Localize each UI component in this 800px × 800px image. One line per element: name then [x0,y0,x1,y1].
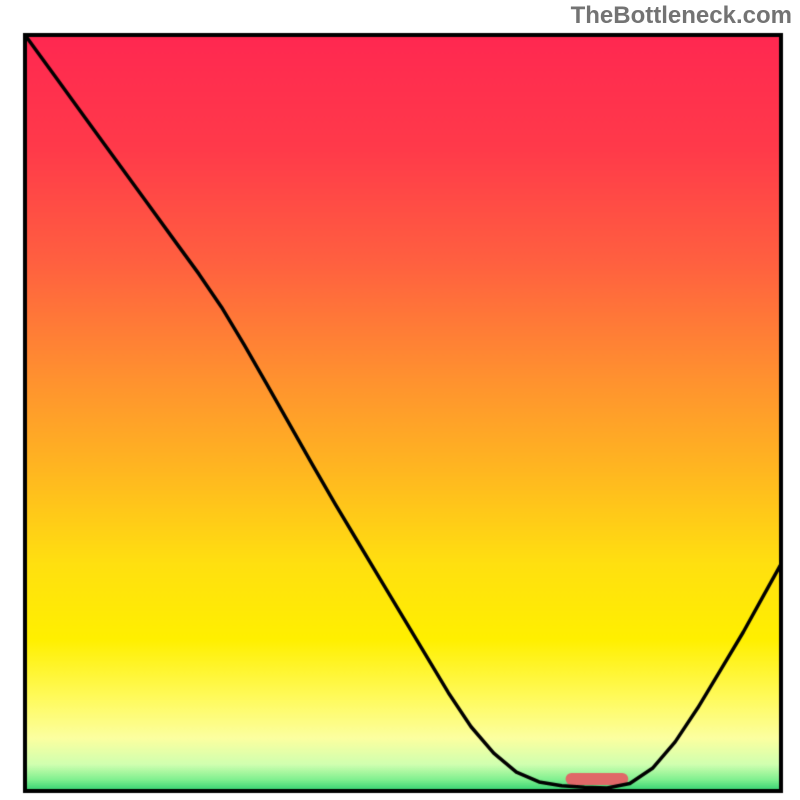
bottleneck-chart-canvas [0,0,800,800]
watermark-label: TheBottleneck.com [571,2,792,30]
